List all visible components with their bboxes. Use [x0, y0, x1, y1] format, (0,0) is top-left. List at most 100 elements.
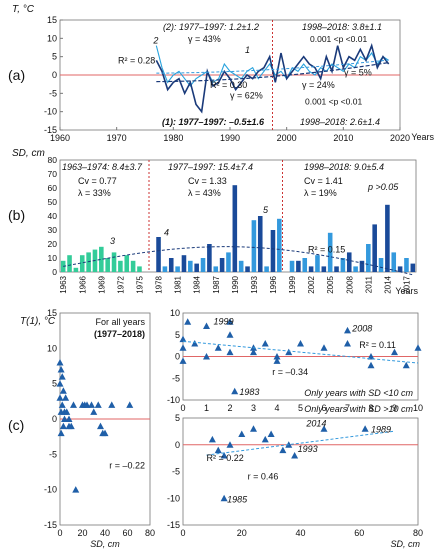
panel-c3-title: Only years with SD >10 cm [304, 404, 413, 414]
panel-b-bar [219, 258, 225, 272]
panel-b-bar [359, 260, 365, 272]
panel-b-bar [99, 246, 104, 272]
panel-b-ylabel: SD, cm [12, 148, 45, 159]
panel-b-bar [181, 255, 187, 272]
panel-b-bar [257, 216, 263, 272]
panel-c1-ytick: 15 [47, 308, 57, 318]
panel-c3-point [279, 446, 287, 454]
panel-b-bar [73, 267, 79, 272]
panel-b-xtick: 1978 [155, 275, 164, 293]
panel-b-xtick: 1972 [116, 275, 125, 293]
panel-c3-xtick: 80 [413, 528, 423, 538]
panel-c2-xtick: 1 [204, 403, 209, 413]
panel-c2-xtick: 8 [368, 403, 373, 413]
panel-c2-point [226, 348, 234, 356]
panel-b-bar [207, 244, 212, 272]
panel-c2-xtick: 4 [274, 403, 279, 413]
panel-c2-xtick: 0 [180, 403, 185, 413]
panel-c2-point [184, 318, 192, 325]
panel-c2-trend [182, 340, 419, 364]
panel-c3-point [220, 451, 228, 459]
panel-c1-point [126, 401, 134, 408]
panel-b-xtick: 1987 [212, 275, 221, 293]
panel-b-bar [270, 230, 276, 272]
panel-c2-point [214, 344, 222, 351]
panel-b-bar [397, 266, 403, 272]
panel-c2-point [203, 353, 210, 360]
panel-a-series-1-label: 1 [245, 45, 250, 55]
panel-c1-point [56, 394, 64, 401]
panel-b-trend [63, 246, 413, 276]
panel-b-bar [353, 266, 358, 272]
panel-b-bar [162, 266, 168, 272]
panel-b-bar [111, 252, 117, 272]
panel-b-xtick: 1984 [193, 275, 202, 293]
panel-b-bar [200, 258, 206, 272]
panel-a-series-2-label: 2 [152, 36, 158, 46]
panel-c1-xtick: 0 [57, 528, 62, 538]
panel-b-frame [59, 159, 417, 273]
panel-c1-point [97, 422, 104, 430]
panel-c1-point [58, 401, 66, 408]
panel-c3-ytick: 0 [175, 440, 180, 450]
panel-b-ytick: 60 [48, 183, 58, 193]
panel-c2-ytick: 5 [175, 330, 180, 340]
panel-b-lambda-1: λ = 33% [78, 188, 111, 198]
panel-b-bar [334, 266, 339, 272]
panel-c3-point [226, 441, 234, 448]
panel-c2-point [226, 331, 234, 338]
panel-c3-frame [182, 417, 419, 526]
panel-b-ann-3: 1998–2018: 9.0±5.4 [304, 162, 384, 172]
panel-b-ytick: 20 [48, 239, 58, 249]
panel-c1-point [94, 401, 102, 408]
panel-a-r2-2: R² = 0.28 [118, 55, 155, 65]
panel-c2-r2: R² = 0.11 [359, 340, 396, 350]
panel-c3-xtick: 20 [237, 528, 247, 538]
panel-a-xtick: 2010 [333, 133, 353, 143]
panel-c2-point [231, 387, 239, 395]
panel-b-bar [410, 263, 416, 272]
panel-c2-point [203, 322, 210, 330]
panel-a-ytick: 0 [52, 70, 57, 80]
panel-c2-label-2008: 2008 [351, 323, 372, 333]
panel-a-ylabel: T, °C [12, 4, 35, 15]
panel-c2-point [250, 348, 257, 356]
panel-c1-xtick: 40 [100, 528, 110, 538]
panel-a-ann-1-gamma2: γ = 24% [302, 80, 335, 90]
panel-c3-xtick: 40 [295, 528, 305, 538]
panel-b-ann-2: 1977–1997: 15.4±7.4 [168, 162, 253, 172]
panel-c1-point [56, 380, 64, 387]
panel-b-xtick: 2017 [402, 275, 411, 293]
panel-b-xtick: 2005 [326, 275, 335, 293]
panel-a-ytick: 15 [47, 15, 57, 25]
panel-c3-point [361, 425, 369, 432]
panel-c3-point [250, 425, 257, 432]
panel-a-ann-2-gamma1: γ = 43% [188, 34, 221, 44]
panel-c2-point [191, 339, 199, 347]
panel-a-ann-1-gamma1: γ = 62% [230, 90, 263, 100]
panel-c3-ytick: -15 [167, 520, 180, 530]
panel-b-bar [175, 266, 180, 272]
panel-b-xtick: 1975 [135, 275, 144, 293]
panel-b-bar [308, 266, 314, 272]
panel-b-label: (b) [8, 207, 25, 223]
panel-c2-point [402, 361, 410, 369]
panel-c3-xlabel: SD, cm [390, 539, 420, 549]
panel-c3-label-2014: 2014 [305, 419, 326, 429]
panel-b-cv-2: Cv = 1.33 [188, 176, 227, 186]
panel-b-bar [385, 204, 390, 272]
panel-b-bar [391, 252, 397, 272]
panel-b-bar [404, 258, 409, 272]
panel-c2-point [297, 339, 304, 347]
panel-c3-ytick: -5 [172, 467, 180, 477]
panel-c2-point [273, 353, 281, 360]
panel-c1-point [57, 429, 65, 437]
panel-b-bar [296, 260, 301, 272]
panel-b-ytick: 80 [48, 155, 58, 165]
panel-b-bar [245, 266, 250, 272]
panel-a-xtick: 2020 [390, 133, 410, 143]
panel-c2-point [285, 348, 293, 356]
panel-b-ytick: 70 [48, 169, 58, 179]
panel-b-bar [67, 255, 72, 272]
panel-b-bar [118, 260, 123, 272]
